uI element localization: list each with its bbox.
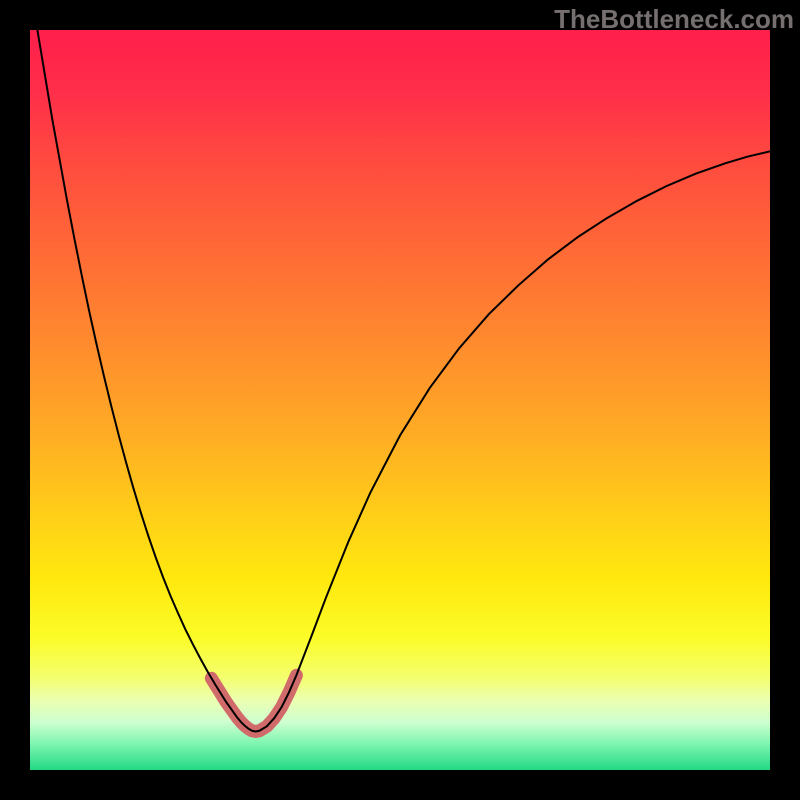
stage: TheBottleneck.com [0,0,800,800]
chart-svg [30,30,770,770]
bottleneck-chart [30,30,770,770]
watermark-label: TheBottleneck.com [554,4,794,35]
gradient-background [30,30,770,770]
